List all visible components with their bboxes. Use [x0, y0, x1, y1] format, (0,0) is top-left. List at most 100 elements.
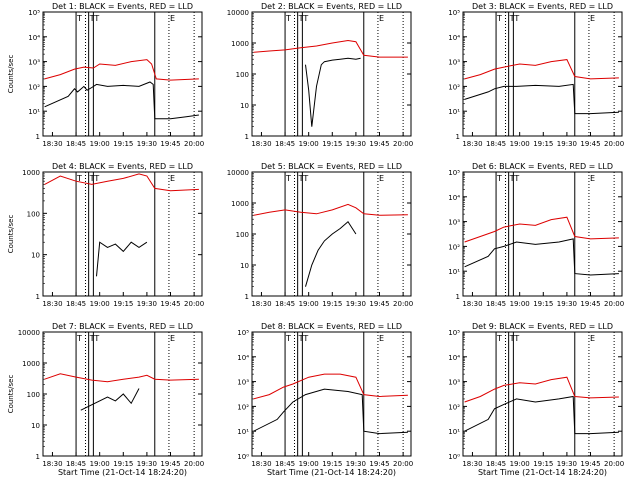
y-tick-label: 10¹ — [28, 108, 40, 116]
y-tick-label: 10¹ — [448, 108, 460, 116]
marker-flag: E — [379, 14, 384, 23]
chart-title: Det 2: BLACK = Events, RED = LLD — [261, 2, 402, 11]
lld-series-line — [253, 373, 408, 400]
marker-flag: T — [302, 14, 308, 23]
y-tick-label: 1 — [456, 293, 460, 301]
marker-flag: T — [302, 334, 308, 343]
x-tick-label: 19:30 — [137, 460, 157, 468]
plot-frame — [42, 11, 203, 137]
marker-flag: T — [513, 334, 519, 343]
marker-flag: T — [93, 14, 99, 23]
x-tick-label: 19:30 — [557, 460, 577, 468]
x-tick-label: 19:00 — [299, 140, 319, 148]
y-tick-label: 10⁵ — [448, 329, 460, 337]
marker-flag: T — [89, 174, 95, 183]
plot-frame — [251, 11, 412, 137]
y-tick-label: 10000 — [18, 329, 40, 337]
x-tick-label: 18:45 — [275, 140, 295, 148]
x-tick-label: 19:00 — [299, 460, 319, 468]
events-series-line — [44, 81, 199, 120]
y-tick-label: 10² — [237, 403, 249, 411]
plot-frame — [462, 331, 623, 457]
chart-title: Det 8: BLACK = Events, RED = LLD — [261, 322, 402, 331]
x-tick-label: 18:45 — [275, 300, 295, 308]
x-axis-label: Start Time (21-Oct-14 18:24:20) — [58, 468, 187, 477]
y-tick-label: 100 — [27, 391, 40, 399]
marker-flag: T — [496, 14, 502, 23]
chart-panel-6: Det 6: BLACK = Events, RED = LLD 1 10¹ 10² 1… — [448, 162, 624, 308]
y-tick-label: 10⁰ — [237, 453, 249, 461]
marker-flag: T — [513, 14, 519, 23]
y-tick-label: 10³ — [28, 59, 40, 67]
marker-flag: E — [170, 334, 175, 343]
chart-title: Det 1: BLACK = Events, RED = LLD — [52, 2, 193, 11]
x-tick-label: 19:30 — [137, 140, 157, 148]
x-tick-label: 18:45 — [486, 460, 506, 468]
x-tick-label: 20:00 — [184, 140, 204, 148]
x-tick-label: 19:15 — [322, 140, 342, 148]
lld-series-line — [44, 373, 199, 383]
marker-flag: T — [509, 174, 515, 183]
x-tick-label: 18:45 — [66, 300, 86, 308]
y-tick-label: 10 — [240, 102, 249, 110]
y-axis-label: Counts/sec — [7, 55, 15, 94]
chart-panel-8: Det 8: BLACK = Events, RED = LLD 10⁰ 10¹ 10… — [237, 322, 413, 477]
x-tick-label: 19:30 — [137, 300, 157, 308]
marker-flag: T — [93, 174, 99, 183]
x-tick-label: 19:00 — [90, 460, 110, 468]
lld-series-line — [44, 59, 199, 81]
x-tick-label: 20:00 — [604, 460, 624, 468]
chart-panel-5: Det 5: BLACK = Events, RED = LLD 1 10 100 10… — [227, 162, 414, 308]
marker-flag: T — [285, 334, 291, 343]
lld-series-line — [253, 203, 408, 216]
x-tick-label: 19:15 — [322, 460, 342, 468]
x-tick-label: 18:45 — [275, 460, 295, 468]
chart-title: Det 7: BLACK = Events, RED = LLD — [52, 322, 193, 331]
marker-flag: T — [76, 174, 82, 183]
x-tick-label: 20:00 — [393, 460, 413, 468]
marker-flag: T — [302, 174, 308, 183]
marker-flag: E — [590, 14, 595, 23]
x-tick-label: 19:45 — [580, 300, 600, 308]
chart-title: Det 6: BLACK = Events, RED = LLD — [472, 162, 613, 171]
x-tick-label: 18:30 — [251, 300, 271, 308]
y-tick-label: 100 — [236, 231, 249, 239]
x-tick-label: 19:45 — [160, 460, 180, 468]
x-tick-label: 19:45 — [580, 140, 600, 148]
marker-flag: E — [170, 14, 175, 23]
y-tick-label: 1000 — [22, 360, 40, 368]
y-tick-label: 10¹ — [237, 428, 249, 436]
x-tick-label: 19:15 — [533, 140, 553, 148]
y-tick-label: 10000 — [227, 169, 249, 177]
plot-frame — [462, 171, 623, 297]
events-series-line — [464, 83, 619, 115]
y-tick-label: 10⁵ — [448, 9, 460, 17]
y-tick-label: 10³ — [448, 59, 460, 67]
y-tick-label: 10³ — [448, 219, 460, 227]
plot-frame — [251, 171, 412, 297]
y-axis-label: Counts/sec — [7, 215, 15, 254]
x-tick-label: 18:30 — [42, 140, 62, 148]
x-tick-label: 19:30 — [346, 140, 366, 148]
x-tick-label: 18:30 — [42, 460, 62, 468]
x-tick-label: 18:45 — [486, 300, 506, 308]
lld-series-line — [464, 216, 619, 243]
x-tick-label: 18:30 — [462, 300, 482, 308]
plot-frame — [42, 171, 203, 297]
y-tick-label: 1 — [245, 133, 249, 141]
marker-flag: T — [285, 14, 291, 23]
y-tick-label: 1 — [456, 133, 460, 141]
events-series-line — [464, 395, 619, 435]
lld-series-line — [44, 173, 199, 192]
events-series-line — [305, 220, 357, 287]
chart-panel-7: Det 7: BLACK = Events, RED = LLD 1 10 100 10… — [7, 322, 204, 477]
events-series-line — [80, 388, 140, 411]
marker-flag: T — [509, 14, 515, 23]
marker-flag: T — [76, 14, 82, 23]
y-tick-label: 10⁰ — [448, 453, 460, 461]
chart-title: Det 4: BLACK = Events, RED = LLD — [52, 162, 193, 171]
x-tick-label: 19:30 — [557, 300, 577, 308]
marker-flag: T — [93, 334, 99, 343]
chart-title: Det 5: BLACK = Events, RED = LLD — [261, 162, 402, 171]
y-tick-label: 10⁴ — [448, 354, 460, 362]
